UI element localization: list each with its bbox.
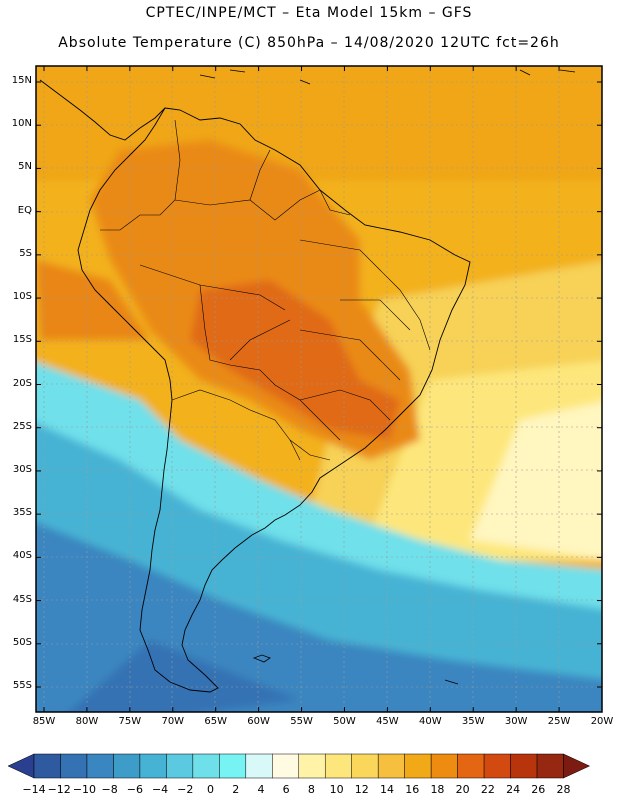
south-america-coastline <box>77 107 471 693</box>
colorbar-label: 24 <box>506 783 521 796</box>
lon-label: 50W <box>333 716 356 727</box>
colorbar-swatch <box>483 753 511 779</box>
colorbar-label: 14 <box>380 783 395 796</box>
colorbar-swatch <box>166 753 194 779</box>
lon-label: 55W <box>290 716 313 727</box>
colorbar-label: 12 <box>354 783 369 796</box>
colorbar-label: −8 <box>101 783 118 796</box>
lat-label: 25S <box>12 420 32 432</box>
lon-label: 25W <box>547 716 571 727</box>
colorbar-swatch <box>536 753 564 779</box>
lon-label: 60W <box>247 716 270 727</box>
colorbar-low-arrow <box>7 753 35 779</box>
colorbar-label: 16 <box>405 783 420 796</box>
colorbar-swatch <box>60 753 88 779</box>
colorbar-label: 26 <box>531 783 546 796</box>
lon-label: 20W <box>590 716 614 727</box>
lon-label: 80W <box>75 716 99 727</box>
colorbar-label: −6 <box>126 783 143 796</box>
lat-label: 10N <box>11 118 32 130</box>
title-line-1: CPTEC/INPE/MCT – Eta Model 15km – GFS <box>145 5 473 21</box>
lat-label: 35S <box>12 507 32 519</box>
colorbar-swatch <box>324 753 352 779</box>
lon-label: 45W <box>376 716 399 727</box>
colorbar-swatch <box>404 753 432 779</box>
title-line-2: Absolute Temperature (C) 850hPa – 14/08/… <box>58 35 560 51</box>
lat-label: 15S <box>12 334 32 346</box>
lat-label: 10S <box>12 291 32 303</box>
central-america-coastline <box>39 79 166 141</box>
colorbar-swatch <box>298 753 326 779</box>
lon-label: 35W <box>461 716 485 727</box>
colorbar-label: 4 <box>257 783 265 796</box>
colorbar-swatch <box>351 753 379 779</box>
lat-label: EQ <box>17 204 32 216</box>
colorbar-swatch <box>272 753 300 779</box>
colorbar-label: 28 <box>556 783 571 796</box>
lat-label: 55S <box>12 680 32 691</box>
lat-label: 40S <box>12 550 32 562</box>
lat-label: 5S <box>19 247 32 259</box>
colorbar-swatch <box>219 753 247 779</box>
colorbar-label: 22 <box>480 783 495 796</box>
field-coldest-patch <box>69 640 300 712</box>
colorbar-label: 18 <box>430 783 445 796</box>
colorbar-label: 10 <box>329 783 344 796</box>
lon-label: 75W <box>118 716 142 727</box>
colorbar-label: −4 <box>151 783 169 796</box>
caribbean-islands <box>199 69 576 85</box>
lat-label: 30S <box>12 463 32 475</box>
colorbar-label: −12 <box>47 783 71 796</box>
colorbar-swatch <box>113 753 141 779</box>
colorbar-label: 0 <box>207 783 214 796</box>
colorbar <box>7 753 591 779</box>
lat-label: 45S <box>12 593 32 605</box>
lon-label: 70W <box>161 716 185 727</box>
field-pacific-warm <box>36 260 150 340</box>
graticule <box>36 66 602 712</box>
colorbar-swatch <box>86 753 114 779</box>
country-borders <box>100 119 431 461</box>
colorbar-swatch <box>192 753 220 779</box>
lon-label: 30W <box>504 716 528 727</box>
colorbar-swatch <box>139 753 167 779</box>
field-hot-core <box>190 280 400 440</box>
lat-label: 5N <box>18 161 32 173</box>
colorbar-label: −14 <box>22 783 46 796</box>
field-cream <box>470 401 602 559</box>
lat-label: 20S <box>12 377 32 389</box>
colorbar-swatch <box>457 753 485 779</box>
colorbar-label: 8 <box>307 783 315 796</box>
colorbar-swatch <box>510 753 538 779</box>
map-frame <box>35 65 603 713</box>
falkland-islands <box>252 654 271 663</box>
colorbar-label: 6 <box>282 783 290 796</box>
lon-label: 85W <box>32 716 56 727</box>
colorbar-swatch <box>377 753 405 779</box>
colorbar-label: −10 <box>72 783 97 796</box>
lon-label: 40W <box>418 716 442 727</box>
colorbar-swatch <box>430 753 458 779</box>
colorbar-high-arrow <box>563 753 591 779</box>
colorbar-label: −2 <box>177 783 194 796</box>
colorbar-label: 20 <box>455 783 470 796</box>
colorbar-swatch <box>33 753 61 779</box>
lon-label: 65W <box>204 716 227 727</box>
lat-label: 15N <box>11 75 32 86</box>
colorbar-swatch <box>245 753 273 779</box>
colorbar-label: 2 <box>232 783 240 796</box>
lat-label: 50S <box>12 636 32 648</box>
axis-ticks <box>36 66 603 712</box>
south-georgia <box>444 679 459 685</box>
